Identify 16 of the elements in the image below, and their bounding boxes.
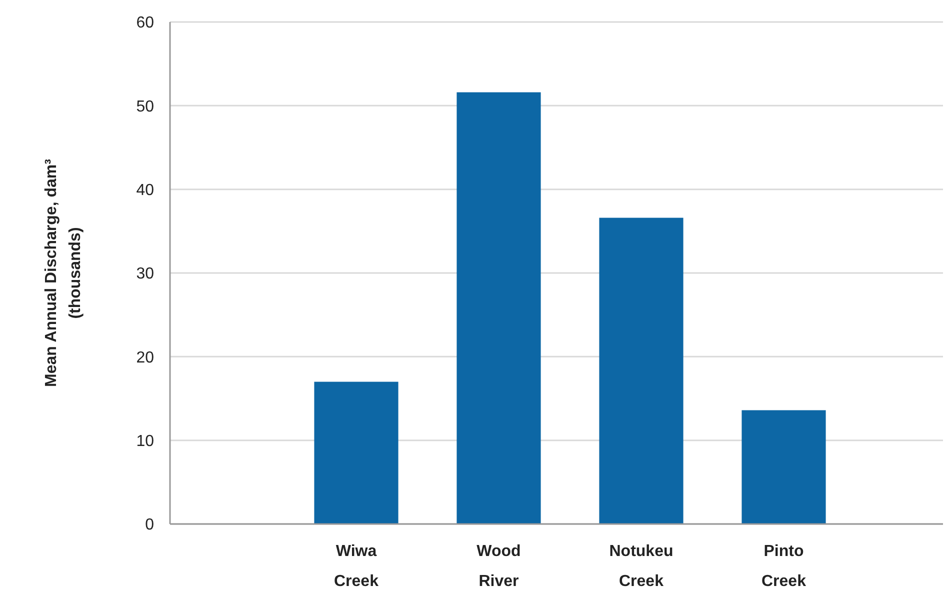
x-tick-label: Pinto Creek bbox=[762, 543, 806, 590]
y-tick-label: 60 bbox=[136, 14, 154, 32]
y-tick-label: 10 bbox=[136, 432, 154, 450]
y-tick-label: 30 bbox=[136, 266, 154, 283]
y-tick-label: 50 bbox=[136, 98, 154, 116]
x-tick-label: Wood River bbox=[476, 543, 521, 590]
y-tick-label: 20 bbox=[136, 349, 154, 366]
bar bbox=[314, 382, 398, 524]
bar bbox=[456, 92, 541, 524]
y-tick-label: 0 bbox=[145, 516, 154, 534]
bar bbox=[599, 218, 684, 524]
bar bbox=[742, 410, 826, 524]
y-tick-label: 40 bbox=[136, 182, 154, 199]
x-tick-label: Notukeu Creek bbox=[609, 543, 674, 590]
y-axis-title: Mean Annual Discharge, dam³ (thousands) bbox=[43, 159, 84, 387]
x-tick-label: Wiwa Creek bbox=[334, 543, 379, 590]
